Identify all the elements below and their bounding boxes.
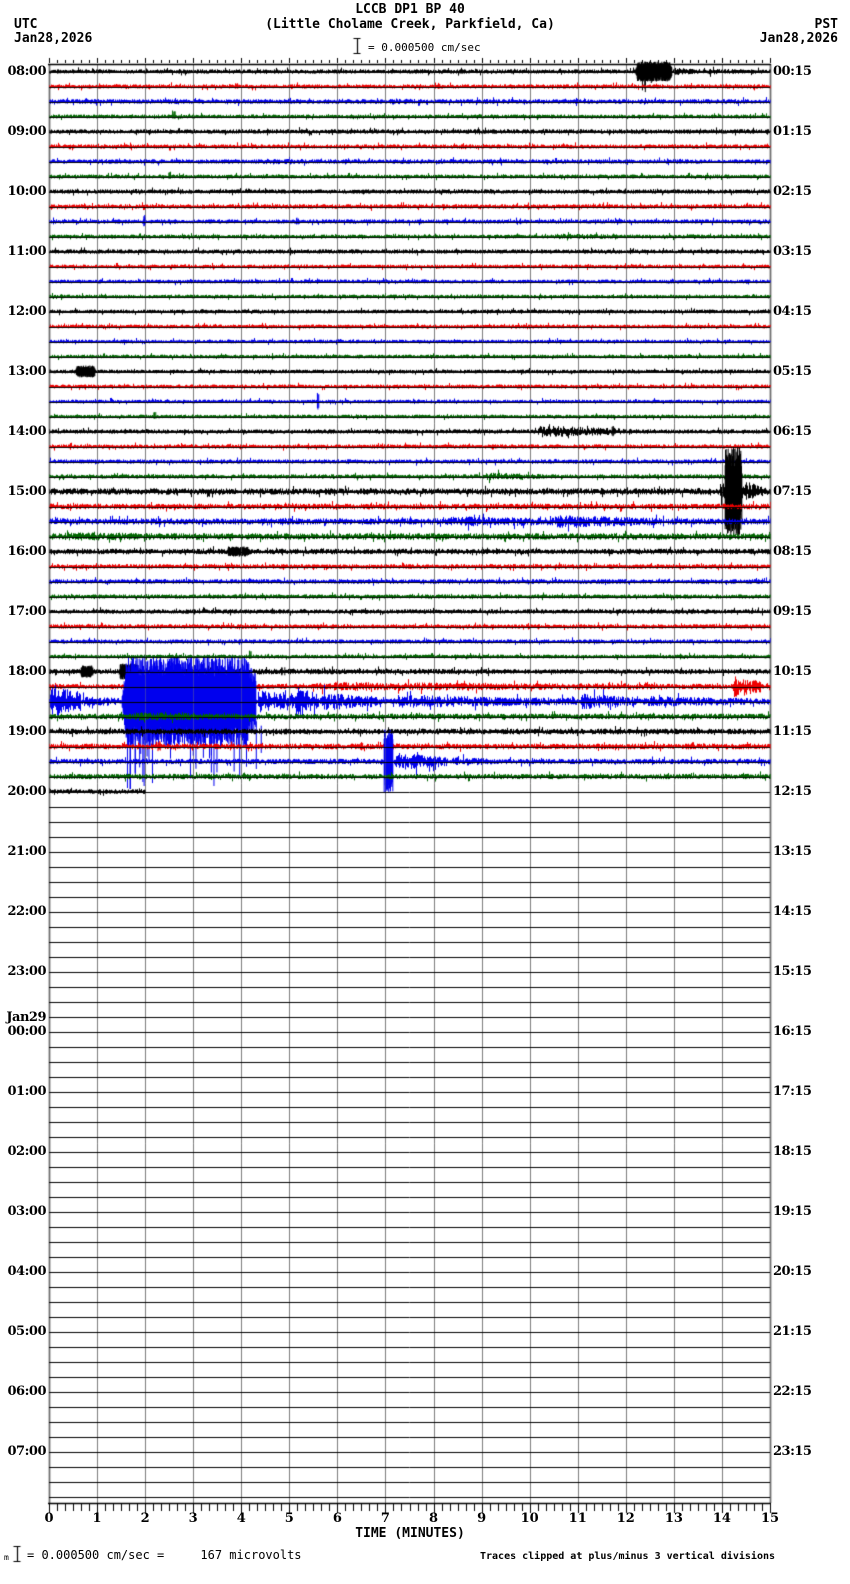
hour-label-utc: 19:00: [7, 723, 47, 739]
hour-label-utc: 22:00: [7, 903, 47, 919]
hour-label-utc: 17:00: [7, 603, 47, 619]
hour-label-utc: 04:00: [7, 1263, 47, 1279]
hour-label-utc: 18:00: [7, 663, 47, 679]
hour-label-pst: 12:15: [773, 783, 812, 799]
minute-tick-label: 0: [44, 1511, 54, 1526]
hour-label-pst: 08:15: [773, 543, 812, 559]
hour-label-utc: 11:00: [7, 243, 47, 259]
hour-label-utc: 12:00: [7, 303, 47, 319]
hour-label-utc: 06:00: [7, 1383, 47, 1399]
hour-label-pst: 03:15: [773, 243, 812, 259]
hour-label-utc: 14:00: [7, 423, 47, 439]
station-title: LCCB DP1 BP 40: [355, 2, 465, 17]
hour-label-utc: 01:00: [7, 1083, 47, 1099]
footer-clip-note: Traces clipped at plus/minus 3 vertical …: [480, 1551, 776, 1562]
footer-prefix: m: [4, 1553, 9, 1562]
hour-label-pst: 13:15: [773, 843, 812, 859]
utc-label: UTC: [14, 17, 38, 32]
minute-tick-label: 13: [664, 1511, 683, 1526]
hour-label-pst: 05:15: [773, 363, 812, 379]
hour-label-pst: 07:15: [773, 483, 812, 499]
hour-label-pst: 04:15: [773, 303, 812, 319]
pst-label: PST: [814, 17, 838, 32]
hour-label-pst: 06:15: [773, 423, 812, 439]
hour-label-utc: 21:00: [7, 843, 47, 859]
minute-tick-label: 8: [429, 1511, 439, 1526]
hour-label-pst: 02:15: [773, 183, 812, 199]
minute-tick-label: 5: [284, 1511, 294, 1526]
hour-label-pst: 01:15: [773, 123, 812, 139]
hour-label-pst: 00:15: [773, 63, 812, 79]
hour-label-pst: 21:15: [773, 1323, 812, 1339]
minute-tick-label: 15: [760, 1511, 780, 1526]
hour-label-utc: 15:00: [7, 483, 47, 499]
hour-label-pst: 09:15: [773, 603, 812, 619]
minute-tick-label: 7: [380, 1511, 390, 1526]
right-date: Jan28,2026: [759, 31, 838, 46]
hour-label-utc: 13:00: [7, 363, 47, 379]
hour-label-utc: 07:00: [7, 1443, 47, 1459]
hour-label-utc: 10:00: [7, 183, 47, 199]
hour-label-utc: 09:00: [7, 123, 47, 139]
hour-label-utc: 16:00: [7, 543, 47, 559]
station-subtitle: (Little Cholame Creek, Parkfield, Ca): [265, 17, 555, 32]
hour-label-pst: 11:15: [773, 723, 812, 739]
hour-label-pst: 18:15: [773, 1143, 812, 1159]
minute-tick-label: 4: [236, 1511, 246, 1526]
hour-label-pst: 10:15: [773, 663, 812, 679]
hour-label-pst: 16:15: [773, 1023, 812, 1039]
day-label: Jan29: [6, 1009, 46, 1025]
minute-tick-label: 11: [568, 1511, 587, 1526]
minute-tick-label: 14: [712, 1511, 731, 1526]
minute-tick-label: 2: [140, 1511, 150, 1526]
hour-label-pst: 20:15: [773, 1263, 812, 1279]
hour-label-utc: 08:00: [7, 63, 47, 79]
hour-label-pst: 15:15: [773, 963, 812, 979]
x-axis-title: TIME (MINUTES): [355, 1526, 465, 1541]
hour-label-utc: 03:00: [7, 1203, 47, 1219]
minute-tick-label: 1: [92, 1511, 102, 1526]
hour-label-pst: 14:15: [773, 903, 812, 919]
minute-tick-label: 6: [332, 1511, 342, 1526]
hour-label-pst: 23:15: [773, 1443, 812, 1459]
hour-label-utc: 20:00: [7, 783, 47, 799]
minute-tick-label: 3: [188, 1511, 198, 1526]
hour-label-pst: 17:15: [773, 1083, 812, 1099]
hour-label-utc: 02:00: [7, 1143, 47, 1159]
left-date: Jan28,2026: [14, 31, 93, 46]
hour-label-utc: 23:00: [7, 963, 47, 979]
minute-tick-label: 9: [477, 1511, 487, 1526]
footer-scale-note: = 0.000500 cm/sec = 167 microvolts: [27, 1548, 302, 1562]
hour-label-pst: 19:15: [773, 1203, 812, 1219]
hour-label-pst: 22:15: [773, 1383, 812, 1399]
minute-tick-label: 12: [616, 1511, 635, 1526]
minute-tick-label: 10: [520, 1511, 539, 1526]
hour-label-utc: 05:00: [7, 1323, 47, 1339]
amplitude-scale-label: = 0.000500 cm/sec: [368, 41, 481, 54]
hour-label-utc: 00:00: [7, 1023, 47, 1039]
